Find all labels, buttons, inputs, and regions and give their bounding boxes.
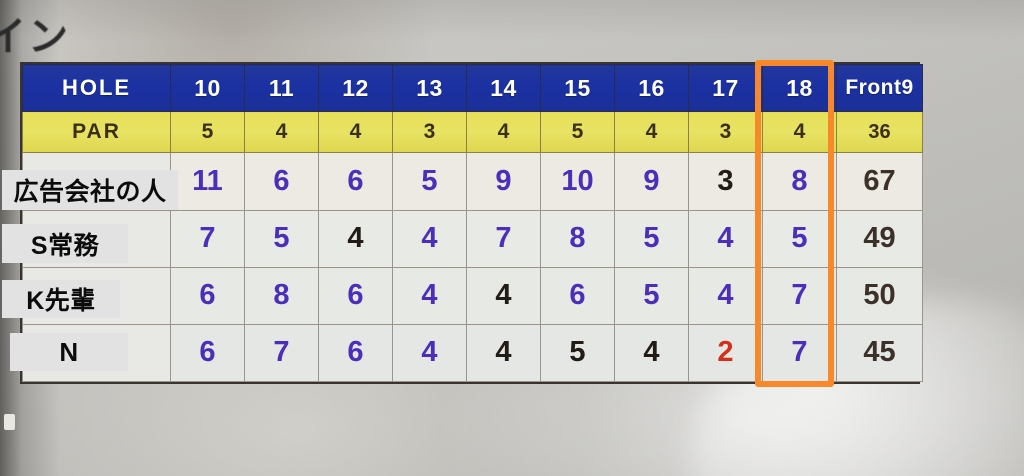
par-value-hole-18: 4 <box>762 111 837 154</box>
player-total-1: 49 <box>836 209 923 268</box>
score-p1-hole-14: 7 <box>466 209 541 268</box>
player-total-0: 67 <box>836 152 923 211</box>
player-name-chip-2: K先輩 <box>2 280 120 318</box>
score-p1-hole-18: 5 <box>762 209 837 268</box>
par-row-label: PAR <box>22 111 171 154</box>
score-p2-hole-16: 5 <box>614 266 689 325</box>
score-p1-hole-13: 4 <box>392 209 467 268</box>
score-p0-hole-17: 3 <box>688 152 763 211</box>
hole-number-15: 15 <box>540 63 615 113</box>
player-score-row: 6 7 6 4 4 5 4 2 7 45 <box>22 323 923 383</box>
hole-number-17: 17 <box>688 63 763 113</box>
par-row: PAR 5 4 4 3 4 5 4 3 4 36 <box>22 111 923 154</box>
score-p1-hole-10: 7 <box>170 209 245 268</box>
scorecard-table: HOLE 10 11 12 13 14 15 16 17 18 Front9 PAR 5 4 4 3 4 5 4 3 4… <box>22 63 923 383</box>
score-p3-hole-15: 5 <box>540 323 615 383</box>
hole-number-12: 12 <box>318 63 393 113</box>
player-name-chip-3: N <box>10 333 128 371</box>
hole-number-16: 16 <box>614 63 689 113</box>
score-p1-hole-11: 5 <box>244 209 319 268</box>
par-total: 36 <box>836 111 923 154</box>
score-p3-hole-11: 7 <box>244 323 319 383</box>
score-p3-hole-17: 2 <box>688 323 763 383</box>
score-p0-hole-11: 6 <box>244 152 319 211</box>
score-p2-hole-18: 7 <box>762 266 837 325</box>
par-value-hole-14: 4 <box>466 111 541 154</box>
score-p1-hole-15: 8 <box>540 209 615 268</box>
score-p0-hole-10: 11 <box>170 152 245 211</box>
player-name-chip-1: S常務 <box>2 224 128 263</box>
score-p2-hole-14: 4 <box>466 266 541 325</box>
score-p0-hole-15: 10 <box>540 152 615 211</box>
score-p0-hole-14: 9 <box>466 152 541 211</box>
score-p3-hole-16: 4 <box>614 323 689 383</box>
score-p2-hole-13: 4 <box>392 266 467 325</box>
score-p2-hole-17: 4 <box>688 266 763 325</box>
score-p1-hole-12: 4 <box>318 209 393 268</box>
score-p1-hole-17: 4 <box>688 209 763 268</box>
player-total-3: 45 <box>836 323 923 383</box>
hole-header-label: HOLE <box>22 63 171 113</box>
score-p2-hole-11: 8 <box>244 266 319 325</box>
score-p3-hole-10: 6 <box>170 323 245 383</box>
par-value-hole-10: 5 <box>170 111 245 154</box>
player-name-chip-0: 広告会社の人 <box>2 170 178 210</box>
score-p3-hole-12: 6 <box>318 323 393 383</box>
score-p3-hole-13: 4 <box>392 323 467 383</box>
par-value-hole-17: 3 <box>688 111 763 154</box>
player-total-2: 50 <box>836 266 923 325</box>
hole-number-10: 10 <box>170 63 245 113</box>
player-score-row: 6 8 6 4 4 6 5 4 7 50 <box>22 266 923 325</box>
score-p2-hole-15: 6 <box>540 266 615 325</box>
total-column-header: Front9 <box>836 63 923 113</box>
par-value-hole-16: 4 <box>614 111 689 154</box>
golf-scorecard: HOLE 10 11 12 13 14 15 16 17 18 Front9 PAR 5 4 4 3 4 5 4 3 4… <box>20 62 923 384</box>
hole-number-11: 11 <box>244 63 319 113</box>
score-p0-hole-16: 9 <box>614 152 689 211</box>
par-value-hole-15: 5 <box>540 111 615 154</box>
score-p0-hole-12: 6 <box>318 152 393 211</box>
par-value-hole-11: 4 <box>244 111 319 154</box>
scorecard-body: HOLE 10 11 12 13 14 15 16 17 18 Front9 PAR 5 4 4 3 4 5 4 3 4… <box>22 63 923 383</box>
score-p3-hole-18: 7 <box>762 323 837 383</box>
par-value-hole-12: 4 <box>318 111 393 154</box>
score-p2-hole-12: 6 <box>318 266 393 325</box>
player-score-row: 7 5 4 4 7 8 5 4 5 49 <box>22 209 923 268</box>
back-nine-partial-label: イン <box>0 15 70 59</box>
score-p2-hole-10: 6 <box>170 266 245 325</box>
par-value-hole-13: 3 <box>392 111 467 154</box>
score-p0-hole-18: 8 <box>762 152 837 211</box>
score-p0-hole-13: 5 <box>392 152 467 211</box>
score-p1-hole-16: 5 <box>614 209 689 268</box>
hole-header-row: HOLE 10 11 12 13 14 15 16 17 18 Front9 <box>22 63 923 113</box>
hole-number-14: 14 <box>466 63 541 113</box>
hole-number-13: 13 <box>392 63 467 113</box>
hole-number-18: 18 <box>762 63 837 113</box>
score-p3-hole-14: 4 <box>466 323 541 383</box>
